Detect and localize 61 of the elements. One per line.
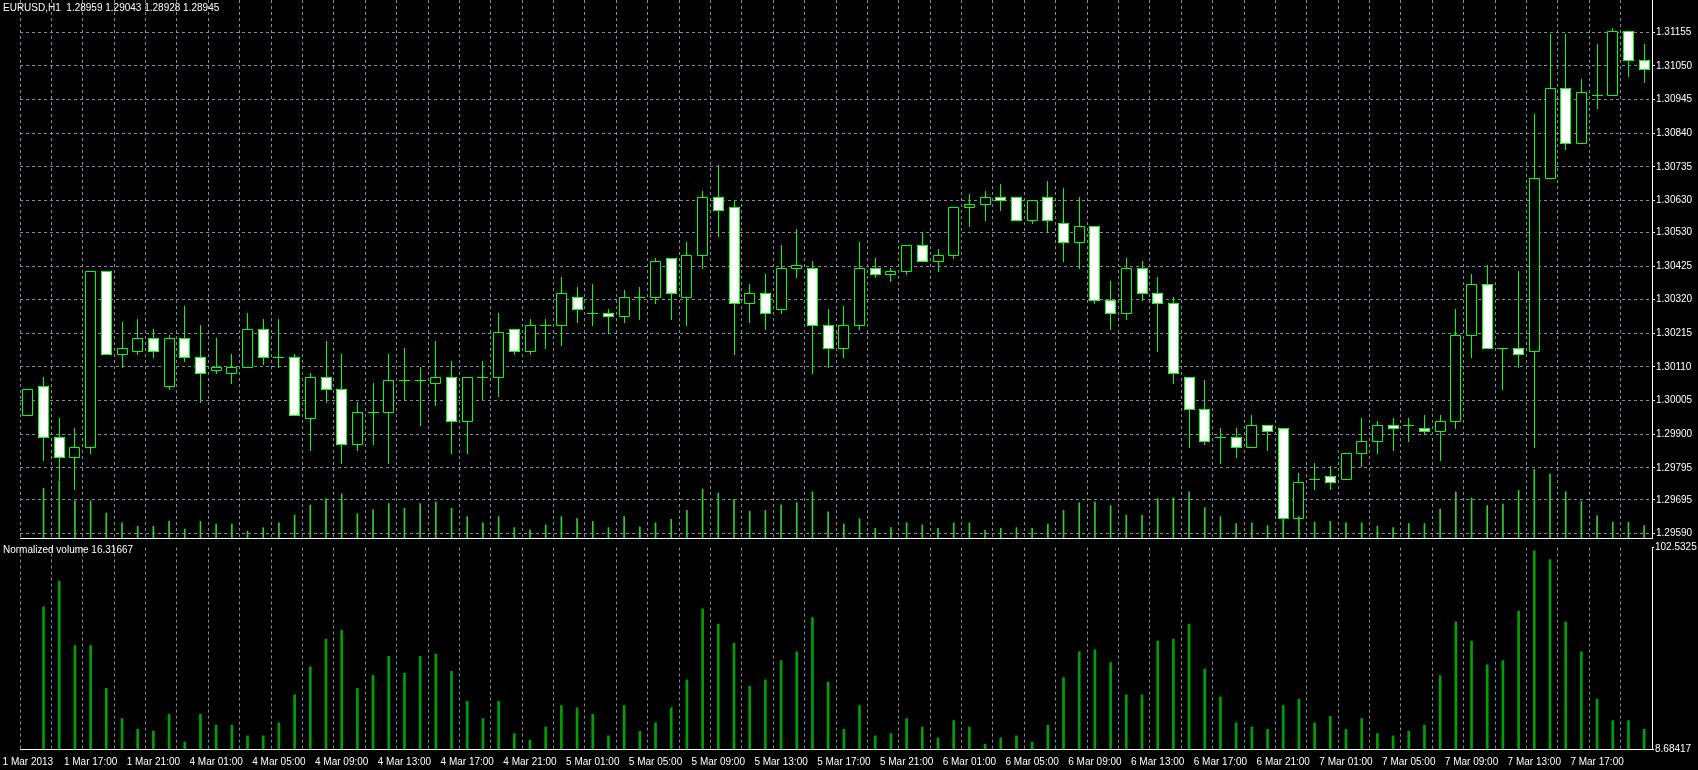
- x-tick-label: 7 Mar 09:00: [1444, 756, 1499, 768]
- y-tick-label: 1.30425: [1656, 259, 1693, 271]
- candlestick: [1215, 428, 1226, 464]
- chart-title: EURUSD,H1 1.28959 1.29043 1.28928 1.28945: [3, 1, 220, 13]
- x-tick-label: 4 Mar 01:00: [189, 756, 244, 768]
- candlestick: [1592, 44, 1603, 109]
- x-tick-label: 7 Mar 13:00: [1507, 756, 1562, 768]
- x-tick-label: 6 Mar 17:00: [1193, 756, 1248, 768]
- y-tick-label: 1.30110: [1656, 360, 1692, 372]
- candlestick: [1403, 418, 1414, 442]
- x-tick-label: 1 Mar 21:00: [126, 756, 181, 768]
- x-tick-label: 7 Mar 01:00: [1319, 756, 1374, 768]
- candlestick: [477, 361, 488, 400]
- y-tick-label: 1.30945: [1656, 93, 1693, 105]
- x-tick-label: 7 Mar 17:00: [1570, 756, 1625, 768]
- x-tick-label: 4 Mar 13:00: [377, 756, 432, 768]
- y-tick-label: 1.29590: [1656, 527, 1693, 539]
- x-tick-label: 4 Mar 09:00: [315, 756, 369, 768]
- x-tick-label: 5 Mar 01:00: [566, 756, 620, 768]
- x-tick-label: 6 Mar 01:00: [942, 756, 997, 768]
- x-tick-label: 1 Mar 2013: [2, 756, 54, 768]
- candlestick: [540, 319, 551, 349]
- x-tick-label: 4 Mar 21:00: [503, 756, 558, 768]
- y-tick-label: 1.31155: [1656, 26, 1692, 38]
- x-tick-label: 5 Mar 17:00: [817, 756, 871, 768]
- x-tick-label: 6 Mar 13:00: [1131, 756, 1185, 768]
- y-tick-label: 1.29900: [1656, 427, 1693, 439]
- y-tick-label: 1.30005: [1656, 394, 1693, 406]
- candlestick: [587, 284, 598, 326]
- y-tick-label: 1.30530: [1656, 226, 1693, 238]
- candlestick: [415, 367, 426, 426]
- chart-title: Normalized volume 16.31667: [3, 544, 134, 556]
- y-tick-label: 1.29695: [1656, 493, 1693, 505]
- y-tick-label: 1.30215: [1656, 327, 1693, 339]
- x-tick-label: 4 Mar 05:00: [252, 756, 307, 768]
- candlestick: [791, 229, 802, 278]
- x-tick-label: 1 Mar 17:00: [63, 756, 118, 768]
- candlestick: [1309, 463, 1320, 490]
- y-tick-label: 1.30735: [1656, 160, 1693, 172]
- candlestick: [368, 383, 379, 445]
- x-tick-label: 6 Mar 09:00: [1068, 756, 1123, 768]
- x-tick-label: 5 Mar 21:00: [879, 756, 934, 768]
- x-tick-label: 5 Mar 05:00: [628, 756, 683, 768]
- x-tick-label: 5 Mar 13:00: [754, 756, 809, 768]
- y-tick-label: 1.31050: [1656, 59, 1693, 71]
- candlestick: [399, 348, 410, 400]
- y-tick-label: 8.68417: [1655, 743, 1692, 755]
- candlestick: [273, 319, 284, 368]
- x-tick-label: 5 Mar 09:00: [691, 756, 746, 768]
- y-tick-label: 1.30320: [1656, 293, 1693, 305]
- candlestick: [634, 287, 645, 320]
- y-tick-label: 1.29795: [1656, 461, 1693, 473]
- candlestick: [1513, 271, 1524, 368]
- x-tick-label: 6 Mar 05:00: [1005, 756, 1060, 768]
- x-tick-label: 4 Mar 17:00: [440, 756, 495, 768]
- x-tick-label: 7 Mar 05:00: [1382, 756, 1436, 768]
- y-tick-label: 1.30840: [1656, 126, 1693, 138]
- candlestick: [1497, 348, 1508, 390]
- y-tick-label: 102.5325: [1655, 541, 1698, 553]
- y-tick-label: 1.30630: [1656, 194, 1693, 206]
- x-tick-label: 6 Mar 21:00: [1256, 756, 1311, 768]
